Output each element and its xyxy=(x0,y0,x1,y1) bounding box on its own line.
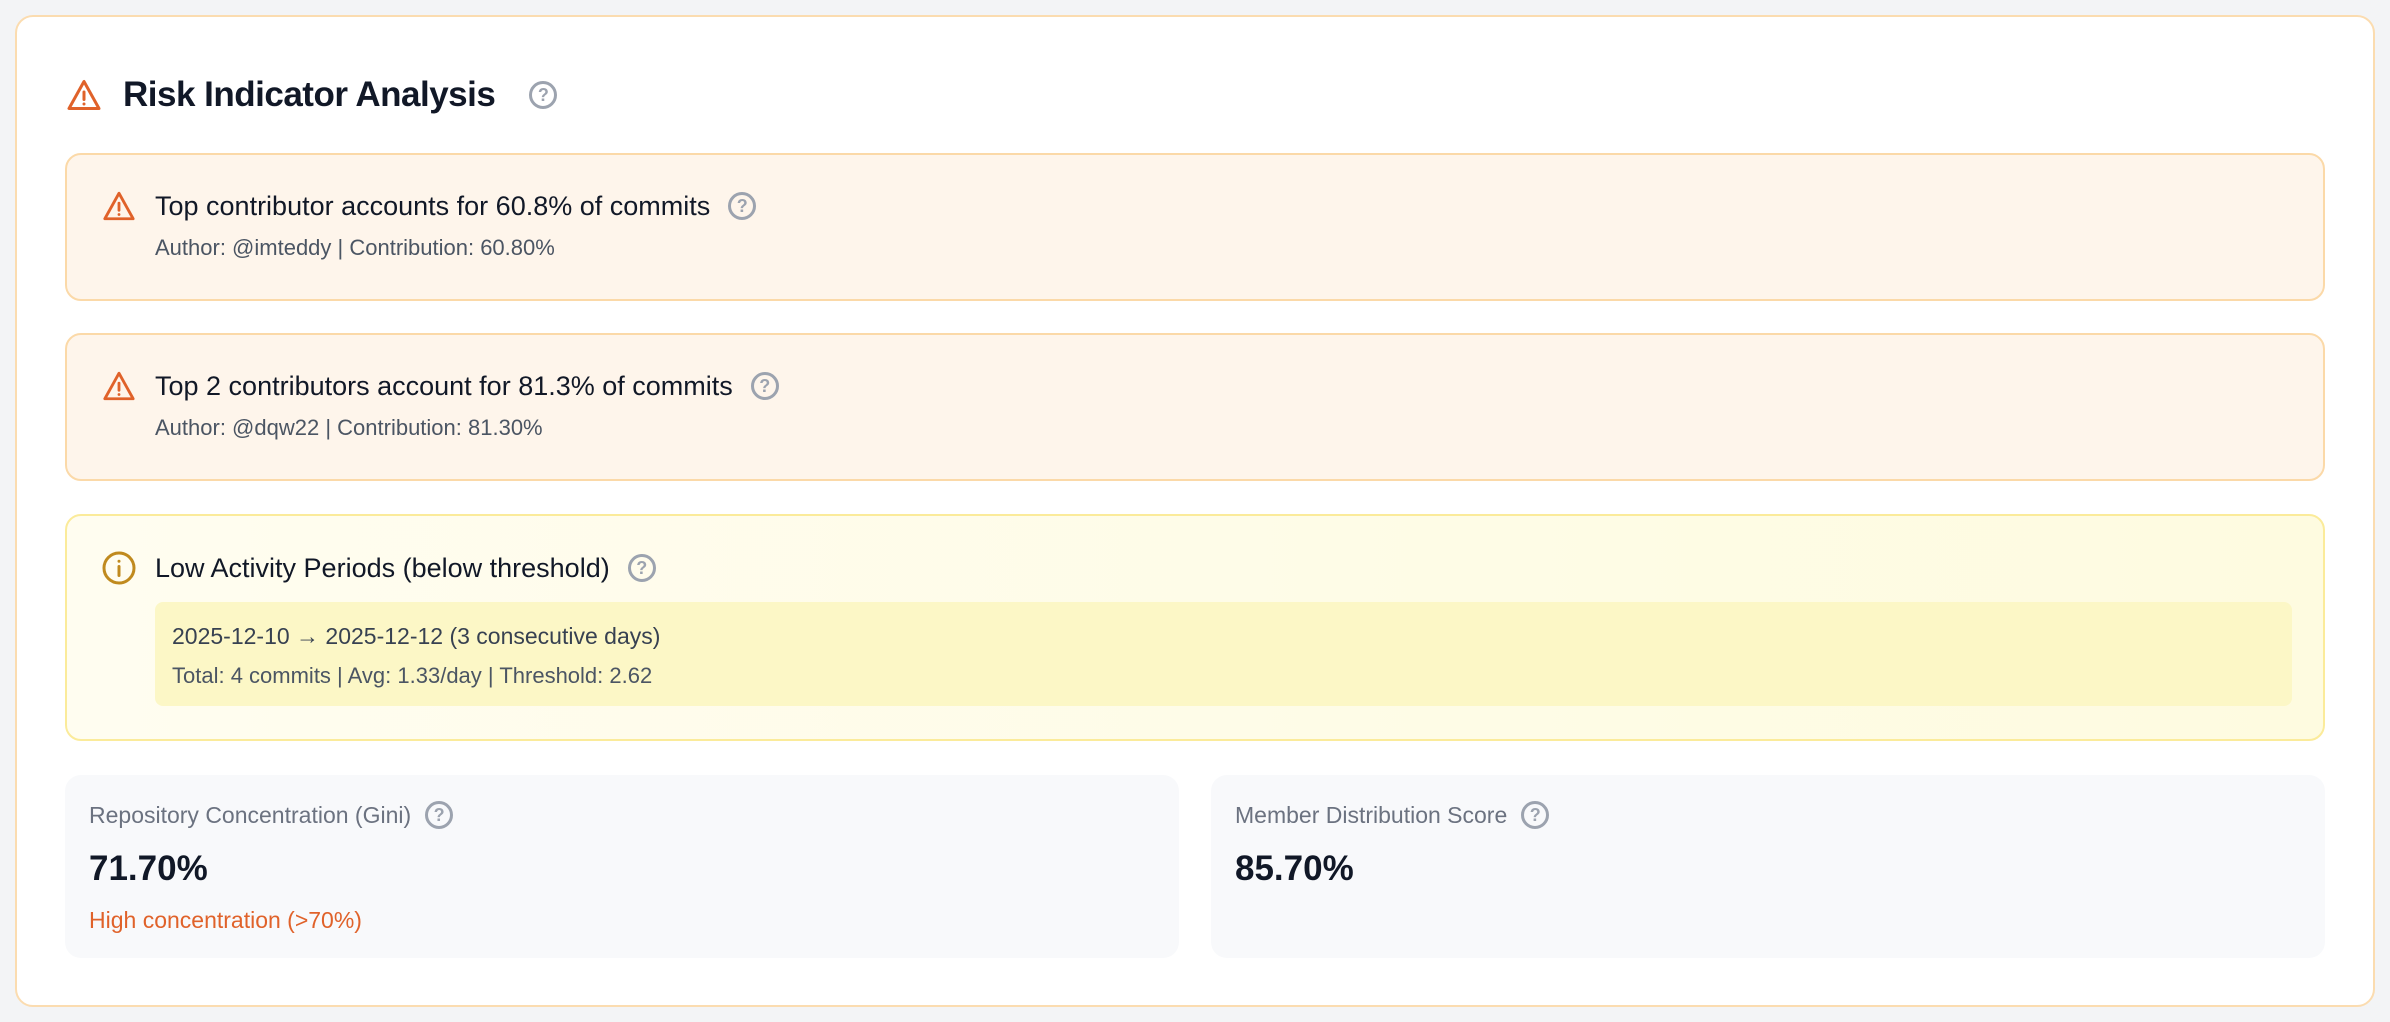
alert-title: Top 2 contributors account for 81.3% of … xyxy=(155,370,733,401)
help-icon[interactable]: ? xyxy=(627,554,656,582)
help-icon[interactable]: ? xyxy=(750,372,779,400)
help-icon[interactable]: ? xyxy=(425,801,454,829)
stat-note: High concentration (>70%) xyxy=(89,907,362,933)
stat-value: 71.70% xyxy=(89,849,208,888)
page-title: Risk Indicator Analysis xyxy=(123,75,496,114)
alert-detail: Author: @imteddy | Contribution: 60.80% xyxy=(155,235,555,260)
period-range: 2025-12-10 → 2025-12-12 (3 consecutive d… xyxy=(172,623,661,649)
stat-gini: Repository Concentration (Gini)? 71.70% … xyxy=(65,775,1179,958)
help-icon[interactable]: ? xyxy=(1521,801,1550,829)
stat-member-distribution: Member Distribution Score? 85.70% xyxy=(1211,775,2325,958)
stat-value: 85.70% xyxy=(1235,849,1354,888)
help-icon[interactable]: ? xyxy=(529,81,558,109)
stat-label: Member Distribution Score xyxy=(1235,801,1508,828)
panel-header: Risk Indicator Analysis ? xyxy=(65,75,558,115)
alert-low-activity: Low Activity Periods (below threshold) ?… xyxy=(65,514,2325,741)
help-icon[interactable]: ? xyxy=(728,192,757,220)
alert-top-contributor: Top contributor accounts for 60.8% of co… xyxy=(65,153,2325,301)
risk-indicator-panel: Risk Indicator Analysis ? Top contributo… xyxy=(15,15,2375,1007)
alert-title: Low Activity Periods (below threshold) xyxy=(155,552,610,583)
low-activity-period: 2025-12-10 → 2025-12-12 (3 consecutive d… xyxy=(155,602,2292,706)
alert-title: Top contributor accounts for 60.8% of co… xyxy=(155,190,711,221)
period-summary: Total: 4 commits | Avg: 1.33/day | Thres… xyxy=(172,663,653,688)
stat-label: Repository Concentration (Gini) xyxy=(89,801,412,828)
warning-icon xyxy=(103,191,135,221)
warning-icon xyxy=(103,371,135,401)
alert-detail: Author: @dqw22 | Contribution: 81.30% xyxy=(155,415,543,440)
warning-icon xyxy=(67,80,101,110)
alert-top-2-contributors: Top 2 contributors account for 81.3% of … xyxy=(65,333,2325,481)
info-icon xyxy=(102,551,136,585)
